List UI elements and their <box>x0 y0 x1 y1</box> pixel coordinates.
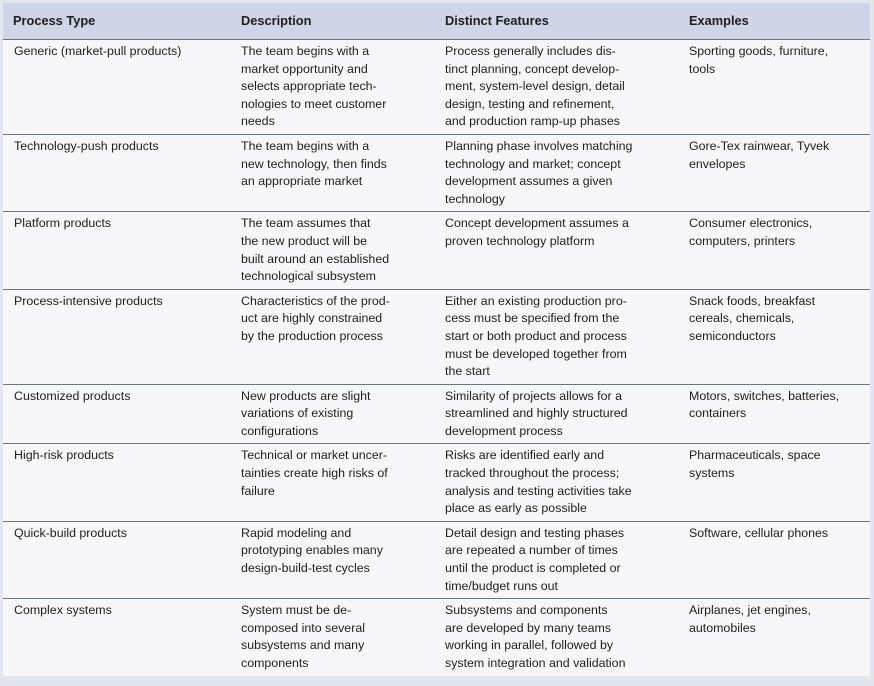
examples-cell: Airplanes, jet engines, automobiles <box>679 598 870 676</box>
process-type-cell: High-risk products <box>3 443 231 522</box>
table-header: Process Type Description Distinct Featur… <box>3 3 870 40</box>
header-examples: Examples <box>679 3 870 40</box>
description-cell: The team begins with a market opportunit… <box>231 39 435 135</box>
table-row: Complex systems System must be de- compo… <box>3 598 870 676</box>
table-row: Customized products New products are sli… <box>3 384 870 445</box>
process-type-cell: Quick-build products <box>3 521 231 600</box>
process-type-cell: Technology-push products <box>3 134 231 213</box>
examples-cell: Snack foods, breakfast cereals, chemical… <box>679 289 870 385</box>
header-process-type: Process Type <box>3 3 231 40</box>
features-cell: Detail design and testing phases are rep… <box>435 521 679 600</box>
process-type-cell: Complex systems <box>3 598 231 676</box>
process-type-cell: Generic (market-pull products) <box>3 39 231 135</box>
header-row: Process Type Description Distinct Featur… <box>3 3 870 40</box>
features-cell: Risks are identified early and tracked t… <box>435 443 679 522</box>
description-cell: Rapid modeling and prototyping enables m… <box>231 521 435 600</box>
features-cell: Concept development assumes a proven tec… <box>435 211 679 290</box>
description-cell: New products are slight variations of ex… <box>231 384 435 445</box>
features-cell: Either an existing production pro- cess … <box>435 289 679 385</box>
examples-cell: Motors, switches, batteries, containers <box>679 384 870 445</box>
table-row: Generic (market-pull products) The team … <box>3 39 870 135</box>
process-type-cell: Process-intensive products <box>3 289 231 385</box>
process-type-cell: Customized products <box>3 384 231 445</box>
description-cell: The team assumes that the new product wi… <box>231 211 435 290</box>
features-cell: Process generally includes dis- tinct pl… <box>435 39 679 135</box>
features-cell: Planning phase involves matching technol… <box>435 134 679 213</box>
table-body: Generic (market-pull products) The team … <box>3 39 870 676</box>
table-row: Platform products The team assumes that … <box>3 211 870 290</box>
examples-cell: Pharmaceuticals, space systems <box>679 443 870 522</box>
description-cell: Technical or market uncer- tainties crea… <box>231 443 435 522</box>
process-type-cell: Platform products <box>3 211 231 290</box>
features-cell: Similarity of projects allows for a stre… <box>435 384 679 445</box>
process-types-table: Process Type Description Distinct Featur… <box>3 3 870 676</box>
table-row: Quick-build products Rapid modeling and … <box>3 521 870 600</box>
examples-cell: Gore-Tex rainwear, Tyvek envelopes <box>679 134 870 213</box>
examples-cell: Software, cellular phones <box>679 521 870 600</box>
table-row: Technology-push products The team begins… <box>3 134 870 213</box>
header-distinct-features: Distinct Features <box>435 3 679 40</box>
table-row: Process-intensive products Characteristi… <box>3 289 870 385</box>
description-cell: System must be de- composed into several… <box>231 598 435 676</box>
description-cell: Characteristics of the prod- uct are hig… <box>231 289 435 385</box>
features-cell: Subsystems and components are developed … <box>435 598 679 676</box>
description-cell: The team begins with a new technology, t… <box>231 134 435 213</box>
header-description: Description <box>231 3 435 40</box>
table-row: High-risk products Technical or market u… <box>3 443 870 522</box>
examples-cell: Consumer electronics, computers, printer… <box>679 211 870 290</box>
examples-cell: Sporting goods, furniture, tools <box>679 39 870 135</box>
